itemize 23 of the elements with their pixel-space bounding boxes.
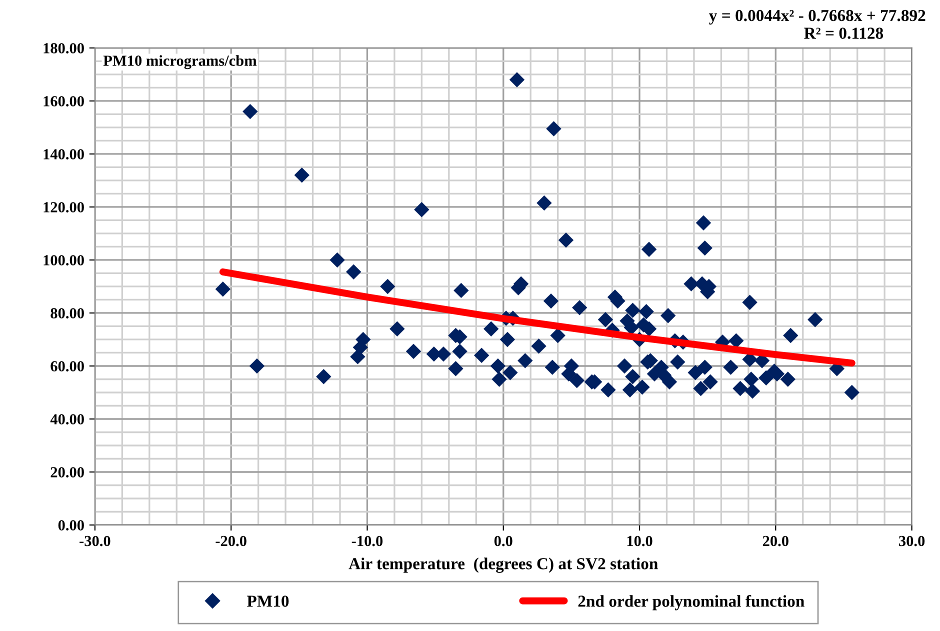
x-axis-title: Air temperature (degrees C) at SV2 station [348,558,658,573]
x-tick-label: -10.0 [352,536,383,546]
x-tick-label: -20.0 [216,536,246,546]
y-tick-label: 20.00 [50,467,84,478]
x-tick-label: 10.0 [627,536,652,546]
y-tick-label: 100.00 [44,255,84,266]
legend-label: 2nd order polynominal function [578,594,804,610]
x-tick-label: 0.0 [494,536,512,546]
y-tick-label: 40.00 [50,414,84,424]
text: y = 0.0044x² - 0.7668x + 77.892 [709,10,926,25]
legend-label: PM10 [247,596,289,607]
x-tick-label: 30.0 [899,536,925,546]
x-tick-label: -30.0 [80,536,110,546]
y-tick-label: 180.00 [44,43,84,54]
text: R² = 0.1128 [804,28,884,39]
y-tick-label: 140.00 [44,149,84,160]
y-tick-label: 80.00 [50,308,84,318]
y-axis-title: PM10 micrograms/cbm [103,55,257,70]
y-tick-label: 0.00 [58,520,84,531]
y-tick-label: 120.00 [44,202,84,212]
x-tick-label: 20.0 [762,536,788,546]
y-tick-label: 60.00 [50,361,84,372]
y-tick-label: 160.00 [44,96,84,106]
